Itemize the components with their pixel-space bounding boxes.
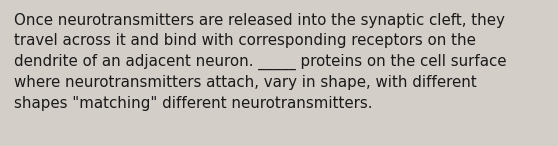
Text: Once neurotransmitters are released into the synaptic cleft, they
travel across : Once neurotransmitters are released into…	[14, 13, 507, 111]
